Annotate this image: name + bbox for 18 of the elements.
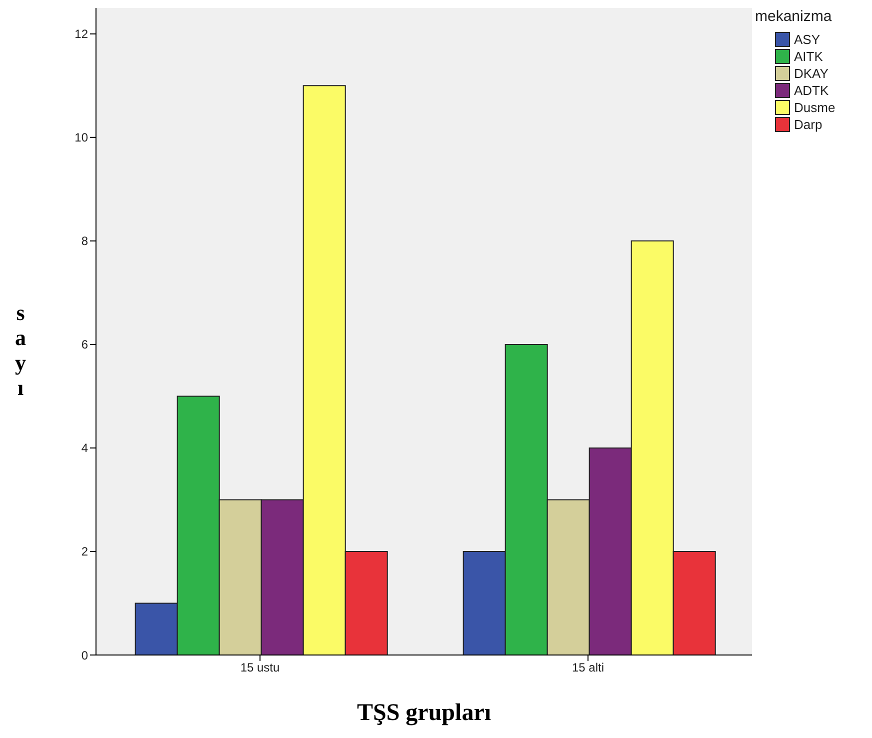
legend-label: AITK bbox=[794, 49, 823, 64]
y-tick-label: 0 bbox=[81, 648, 88, 662]
y-tick-label: 12 bbox=[74, 27, 88, 42]
legend-label: DKAY bbox=[794, 66, 828, 81]
x-tick-label: 15 ustu bbox=[240, 660, 280, 675]
x-axis-title: TŞS grupları bbox=[356, 700, 492, 727]
y-tick-label: 8 bbox=[81, 234, 88, 248]
x-tick-label: 15 alti bbox=[572, 660, 604, 675]
y-tick-label: 10 bbox=[74, 130, 88, 145]
y-tick-label: 4 bbox=[81, 441, 88, 456]
legend-label: Dusme bbox=[794, 100, 836, 115]
y-tick-label: 2 bbox=[81, 544, 88, 559]
y-axis-title: sayı bbox=[7, 300, 34, 400]
y-tick-label: 6 bbox=[81, 338, 88, 352]
legend-label: Darp bbox=[794, 117, 822, 132]
legend-label: ADTK bbox=[794, 83, 829, 98]
legend-title: mekanizma bbox=[755, 8, 833, 25]
legend-label: ASY bbox=[794, 32, 820, 47]
